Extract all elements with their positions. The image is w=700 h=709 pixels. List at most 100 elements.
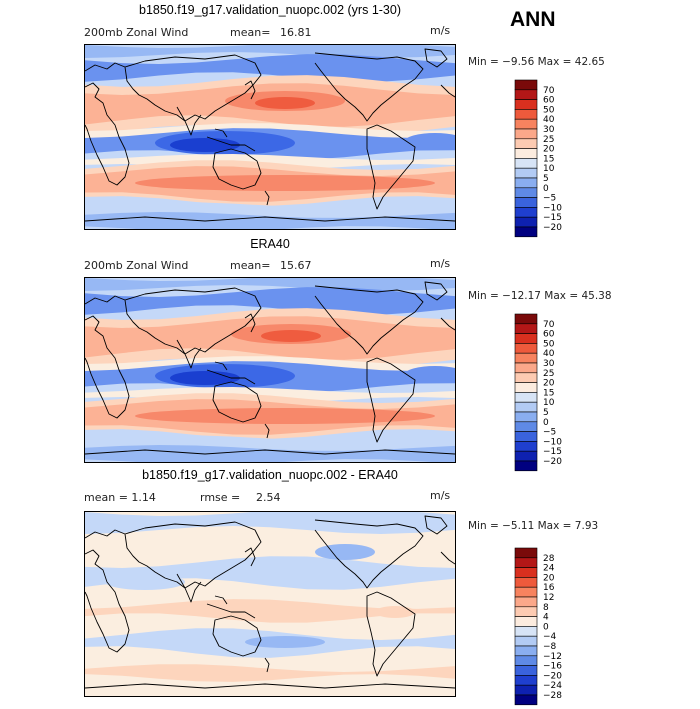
colorbar-tick-label: −16 xyxy=(543,662,562,672)
colorbar-tick-label: −20 xyxy=(543,671,562,681)
colorbar-box xyxy=(514,128,538,140)
colorbar-box xyxy=(514,382,538,393)
colorbar-box xyxy=(514,606,538,617)
high-lat-band xyxy=(85,54,455,82)
colorbar-tick-label: 25 xyxy=(543,369,554,379)
colorbar-tick-label: −15 xyxy=(543,447,562,457)
colorbar-tick-label: 20 xyxy=(543,573,555,583)
colorbar-tick-label: 12 xyxy=(543,593,554,603)
diff-band xyxy=(85,599,455,623)
colorbar-box xyxy=(514,352,538,364)
panel1-field-label: 200mb Zonal Wind xyxy=(84,26,189,39)
jet-core-north xyxy=(261,330,321,342)
colorbar-tick-label: 5 xyxy=(543,174,549,184)
high-lat-band xyxy=(85,287,455,315)
coastlines xyxy=(85,48,455,222)
field-blob xyxy=(375,606,415,618)
colorbar-box xyxy=(514,177,538,189)
colorbar-tick-label: 8 xyxy=(543,603,549,613)
colorbar-box xyxy=(514,323,538,334)
colorbar-box xyxy=(514,635,538,647)
panel1-mean-value: 16.81 xyxy=(280,26,312,39)
colorbar-box xyxy=(514,148,538,159)
colorbar-box xyxy=(514,411,538,423)
colorbar-box xyxy=(514,645,538,657)
panel2-map xyxy=(84,277,456,463)
colorbar-box xyxy=(514,450,538,462)
colorbar-box xyxy=(514,372,538,383)
colorbar-box xyxy=(514,226,538,238)
polar-band xyxy=(85,278,455,291)
colorbar-box xyxy=(514,333,538,344)
jet-core-north xyxy=(255,97,315,109)
panel1-mean-label: mean= xyxy=(230,26,271,39)
colorbar-tick-label: 10 xyxy=(543,164,555,174)
colorbar-tick-label: 40 xyxy=(543,115,555,125)
panel3-min-max: Min = −5.11 Max = 7.93 xyxy=(468,520,599,532)
colorbar-box xyxy=(514,655,538,666)
panel1-map xyxy=(84,44,456,230)
colorbar-tick-label: −24 xyxy=(543,681,562,691)
colorbar-box xyxy=(514,567,538,578)
colorbar-box xyxy=(514,216,538,228)
panel2-field-label: 200mb Zonal Wind xyxy=(84,259,189,272)
field-blob xyxy=(245,636,325,648)
colorbar-tick-label: 28 xyxy=(543,554,555,564)
polar-band xyxy=(85,45,455,58)
colorbar-tick-label: 0 xyxy=(543,184,549,194)
colorbar-tick-label: −8 xyxy=(543,642,557,652)
colorbar-box xyxy=(514,401,538,413)
colorbar-tick-label: −20 xyxy=(543,457,562,467)
colorbar-tick-label: 0 xyxy=(543,622,549,632)
panel3-units: m/s xyxy=(430,489,451,502)
colorbar-tick-label: −12 xyxy=(543,652,562,662)
colorbar-box xyxy=(514,343,538,354)
panel1-units: m/s xyxy=(430,24,451,37)
colorbar-tick-label: 15 xyxy=(543,154,554,164)
colorbar-tick-label: 50 xyxy=(543,339,555,349)
colorbar-tick-label: 60 xyxy=(543,96,555,106)
colorbar-tick-label: 0 xyxy=(543,418,549,428)
polar-band xyxy=(85,445,455,462)
colorbar-tick-label: 10 xyxy=(543,398,555,408)
diff-band xyxy=(85,664,455,682)
colorbar-box xyxy=(514,616,538,627)
colorbar-box xyxy=(514,109,538,120)
colorbar-tick-label: 4 xyxy=(543,613,549,623)
colorbar-box xyxy=(514,557,538,568)
colorbar-box xyxy=(514,684,538,696)
jet-core-south xyxy=(135,175,435,191)
colorbar-tick-label: 16 xyxy=(543,583,555,593)
panel2-colorbar: 70 60 50 40 30 25 20 15 10 5 0 −5 −10 −15 −20 xyxy=(514,313,575,475)
easterly-core xyxy=(170,138,240,152)
colorbar-tick-label: 30 xyxy=(543,125,555,135)
colorbar-box xyxy=(514,362,538,374)
colorbar-box xyxy=(514,577,538,588)
polar-band xyxy=(85,212,455,229)
easterly-core xyxy=(405,366,455,382)
coastlines xyxy=(85,281,455,455)
colorbar-box xyxy=(514,138,538,149)
colorbar-box xyxy=(514,158,538,169)
colorbar-box xyxy=(514,197,538,208)
colorbar-box xyxy=(514,118,538,130)
colorbar-box xyxy=(514,431,538,442)
colorbar-tick-label: −5 xyxy=(543,194,556,204)
panel3-mean-text: mean = 1.14 xyxy=(84,491,156,504)
colorbar-box xyxy=(514,441,538,452)
panel1-min-max: Min = −9.56 Max = 42.65 xyxy=(468,56,605,68)
colorbar-tick-label: 40 xyxy=(543,349,555,359)
colorbar-box xyxy=(514,167,538,179)
colorbar-tick-label: −15 xyxy=(543,213,562,223)
colorbar-tick-label: −20 xyxy=(543,223,562,233)
colorbar-tick-label: 50 xyxy=(543,105,555,115)
panel3-colorbar: 28 24 20 16 12 8 4 0 −4 −8 −12 −16 −20 −24 −28 xyxy=(514,547,575,709)
easterly-core xyxy=(170,371,240,385)
season-label: ANN xyxy=(510,8,556,31)
jet-core-south xyxy=(135,408,435,424)
colorbar-tick-label: 5 xyxy=(543,408,549,418)
panel2-units: m/s xyxy=(430,257,451,270)
panel2-mean-label: mean= xyxy=(230,259,271,272)
colorbar-box xyxy=(514,675,538,686)
panel2-mean-value: 15.67 xyxy=(280,259,312,272)
